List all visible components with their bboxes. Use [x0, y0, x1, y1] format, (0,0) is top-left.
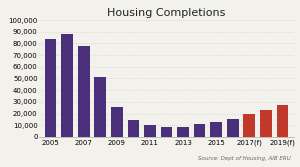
Bar	[61, 34, 73, 137]
Bar	[277, 105, 288, 137]
Bar	[144, 125, 156, 137]
Bar	[78, 46, 89, 137]
Bar	[111, 107, 123, 137]
Bar	[161, 127, 172, 137]
Text: Source: Dept of Housing, AIB ERU: Source: Dept of Housing, AIB ERU	[199, 156, 291, 161]
Bar	[244, 114, 255, 137]
Bar	[45, 39, 56, 137]
Bar	[177, 127, 189, 137]
Bar	[227, 119, 239, 137]
Bar	[260, 110, 272, 137]
Bar	[94, 77, 106, 137]
Bar	[210, 122, 222, 137]
Bar	[128, 120, 139, 137]
Title: Housing Completions: Housing Completions	[107, 8, 226, 18]
Bar	[194, 124, 206, 137]
